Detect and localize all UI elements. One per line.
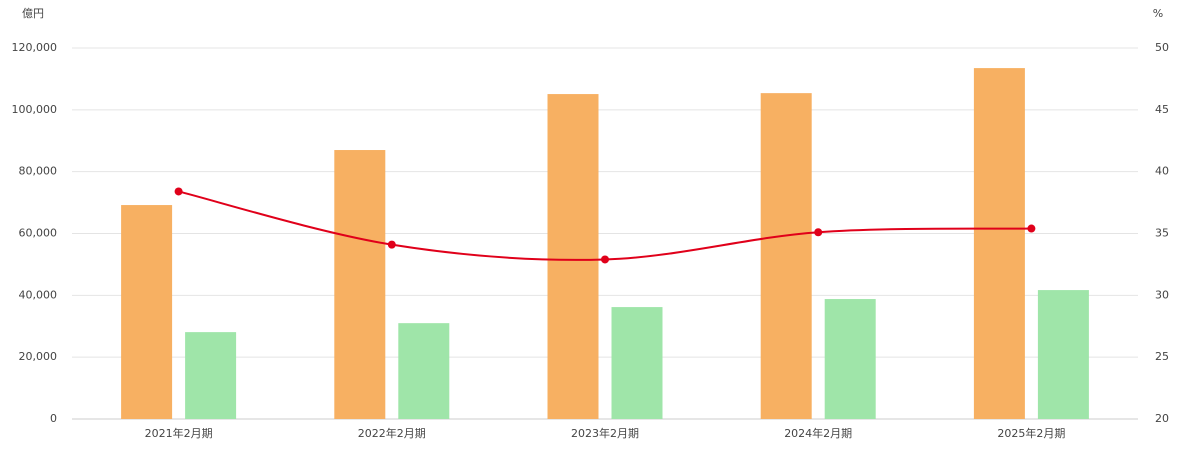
- y2-tick-label: 35: [1155, 227, 1169, 240]
- bar: [121, 205, 173, 419]
- bar: [760, 93, 812, 419]
- x-tick-label: 2022年2月期: [358, 426, 426, 440]
- line: [178, 190, 1032, 261]
- line-point: [814, 228, 823, 237]
- y-tick-label: 100,000: [12, 103, 58, 116]
- bar: [547, 94, 599, 420]
- line-point: [387, 240, 396, 249]
- x-tick-label: 2025年2月期: [997, 426, 1065, 440]
- y-tick-label: 60,000: [19, 227, 58, 240]
- x-tick-label: 2021年2月期: [145, 426, 213, 440]
- y2-tick-label: 40: [1155, 165, 1169, 178]
- bar: [398, 323, 450, 419]
- y2-tick-label: 45: [1155, 103, 1169, 116]
- bar: [334, 150, 386, 419]
- bar: [973, 68, 1025, 420]
- y-tick-label: 40,000: [19, 288, 58, 301]
- bar: [1037, 290, 1089, 419]
- x-tick-label: 2023年2月期: [571, 426, 639, 440]
- bar: [824, 299, 876, 419]
- bar: [611, 307, 663, 419]
- y2-axis-unit: %: [1153, 7, 1163, 20]
- y2-tick-label: 30: [1155, 288, 1169, 301]
- y-tick-label: 20,000: [19, 350, 58, 363]
- y-tick-label: 120,000: [12, 41, 58, 54]
- y-tick-label: 0: [50, 412, 57, 425]
- y2-tick-label: 50: [1155, 41, 1169, 54]
- line-point: [174, 187, 183, 196]
- bar: [185, 332, 237, 419]
- y2-tick-label: 20: [1155, 412, 1169, 425]
- line-point: [1027, 224, 1036, 233]
- y-axis-unit: 億円: [22, 7, 44, 20]
- y-tick-label: 80,000: [19, 165, 58, 178]
- y2-tick-label: 25: [1155, 350, 1169, 363]
- x-tick-label: 2024年2月期: [784, 426, 852, 440]
- line-point: [601, 255, 609, 264]
